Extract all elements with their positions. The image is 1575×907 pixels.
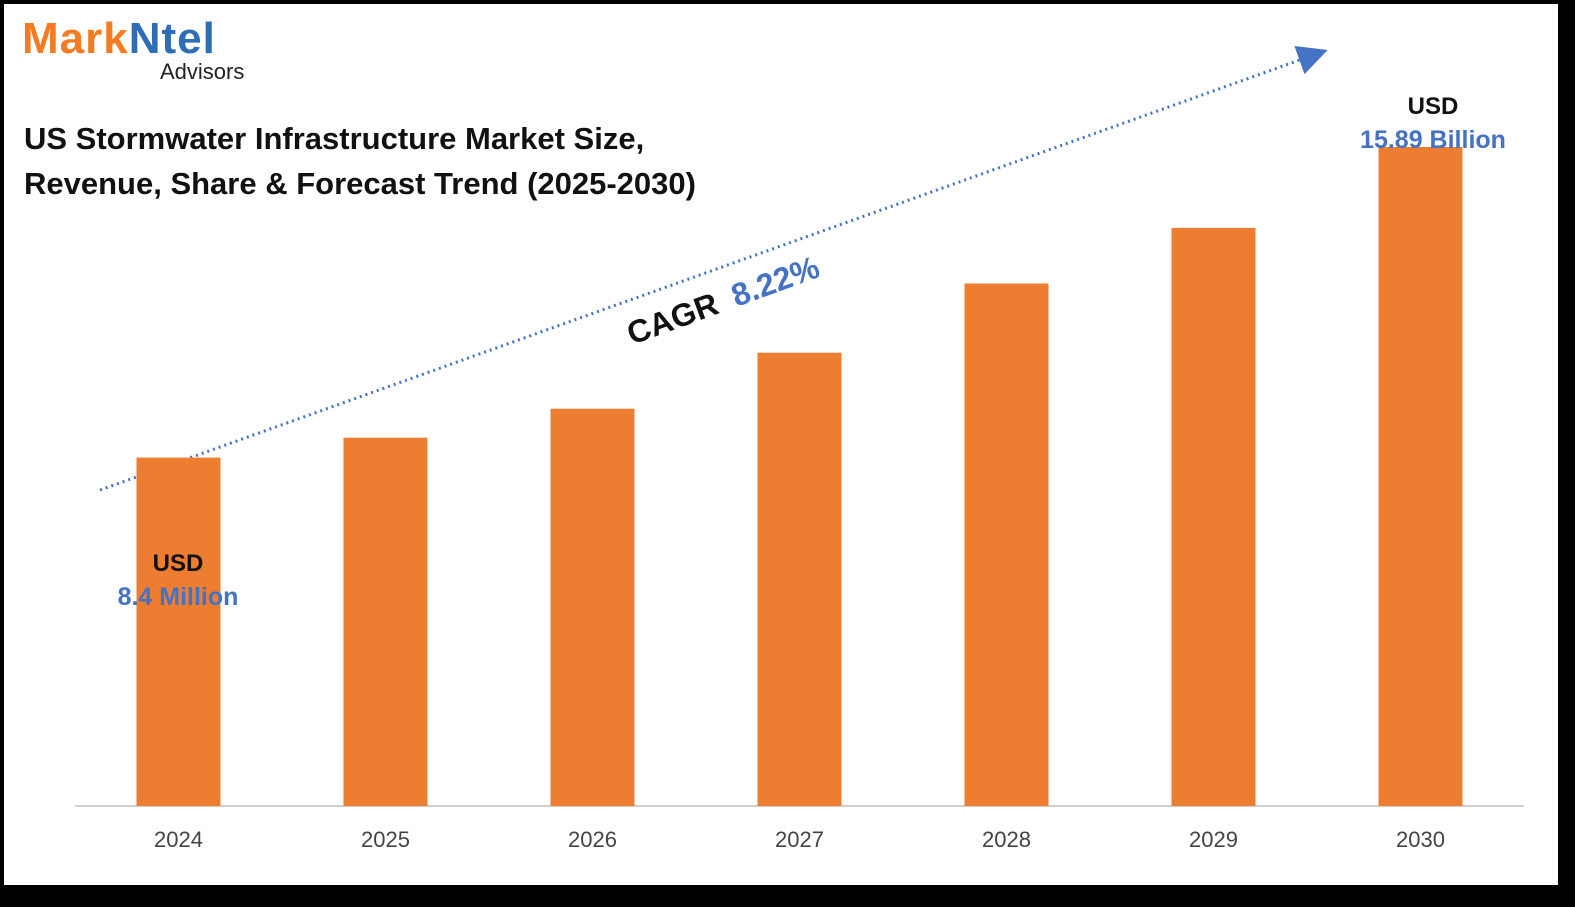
bar-2024	[136, 457, 221, 806]
bar-2027	[757, 352, 842, 806]
x-tick-labels: 2024 2025 2026 2027 2028 2029 2030	[154, 827, 1445, 852]
logo-wordmark-part2: Ntel	[128, 14, 216, 63]
bar-2030	[1378, 147, 1463, 806]
cagr-prefix: CAGR	[622, 286, 723, 352]
x-tick-label-2029: 2029	[1189, 827, 1238, 852]
svg-text:CAGR 8.22%: CAGR 8.22%	[622, 249, 824, 352]
end-amount-label: 15.89 Billion	[1360, 126, 1506, 154]
x-tick-label-2028: 2028	[982, 827, 1031, 852]
end-currency-label: USD	[1408, 93, 1459, 120]
chart-title: US Stormwater Infrastructure Market Size…	[24, 116, 696, 206]
chart-title-line-1: US Stormwater Infrastructure Market Size…	[24, 121, 645, 156]
logo-subtitle: Advisors	[160, 59, 245, 84]
x-tick-label-2024: 2024	[154, 827, 203, 852]
bars-group	[136, 147, 1463, 806]
bar-2026	[550, 408, 635, 806]
chart-title-line-2: Revenue, Share & Forecast Trend (2025-20…	[24, 166, 696, 201]
marlntel-logo: MarkNtel Advisors	[22, 14, 282, 90]
x-tick-label-2025: 2025	[361, 827, 410, 852]
cagr-value: 8.22%	[726, 249, 824, 314]
start-currency-label: USD	[153, 550, 204, 577]
x-tick-label-2026: 2026	[568, 827, 617, 852]
cagr-label: CAGR 8.22%	[622, 249, 824, 352]
start-amount-label: 8.4 Million	[118, 583, 239, 611]
x-tick-label-2030: 2030	[1396, 827, 1445, 852]
bar-2029	[1171, 227, 1256, 806]
bar-2025	[343, 437, 428, 806]
x-tick-label-2027: 2027	[775, 827, 824, 852]
logo-wordmark-part1: Mark	[22, 14, 129, 63]
cagr-trend-arrow	[99, 45, 1328, 492]
logo-wordmark: MarkNtel	[22, 14, 216, 64]
bar-2028	[964, 283, 1049, 806]
